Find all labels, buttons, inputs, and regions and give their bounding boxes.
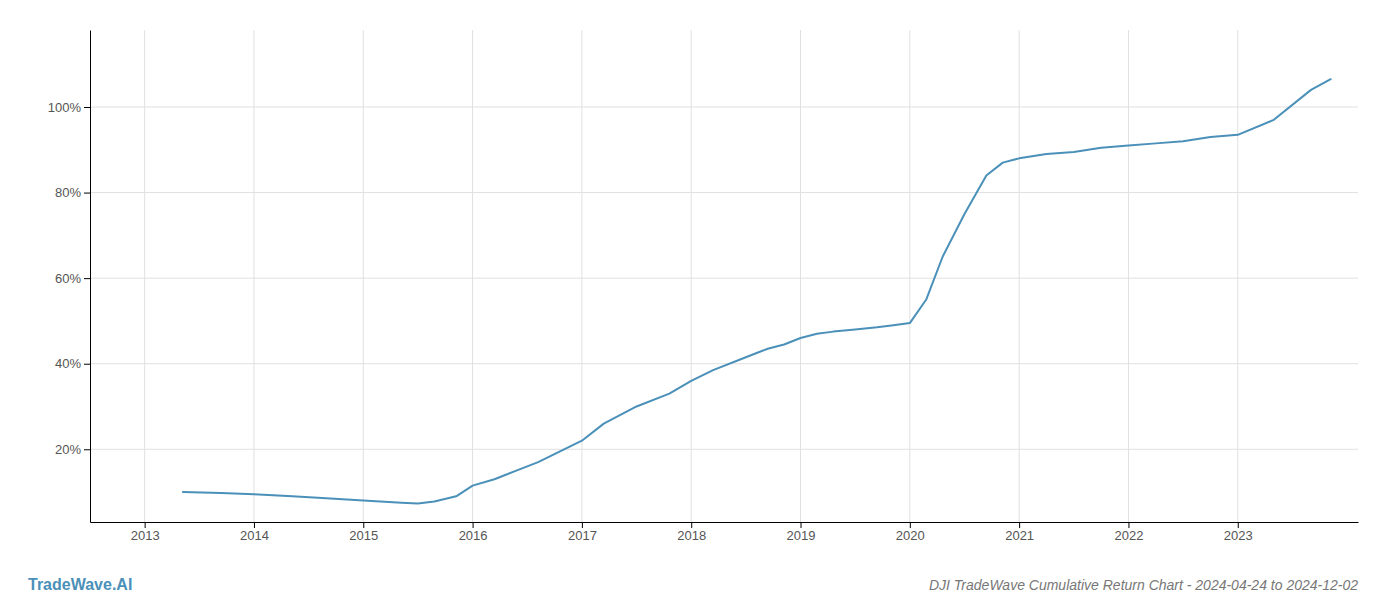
tick-label: 2020 <box>896 528 925 543</box>
tick-label: 2021 <box>1005 528 1034 543</box>
grid-line <box>90 363 1358 364</box>
tick: 2023 <box>1224 522 1253 543</box>
tick-label: 2016 <box>459 528 488 543</box>
tick: 60% <box>55 271 90 286</box>
tick: 2022 <box>1114 522 1143 543</box>
grid-line <box>1128 30 1129 522</box>
grid-line <box>472 30 473 522</box>
tick: 2013 <box>131 522 160 543</box>
grid-line <box>909 30 910 522</box>
annotation: TradeWave.AI <box>28 576 132 593</box>
tick-mark <box>84 449 90 450</box>
tick: 2017 <box>568 522 597 543</box>
tick-mark <box>1128 522 1129 528</box>
tick: 2016 <box>459 522 488 543</box>
tick-label: 2018 <box>677 528 706 543</box>
y-axis: 20% 40% 60% 80% 100% <box>48 31 91 523</box>
axis-line <box>90 31 91 523</box>
axis-line <box>91 522 1359 523</box>
grid-line <box>1019 30 1020 522</box>
tick-mark <box>910 522 911 528</box>
tick: 2014 <box>240 522 269 543</box>
tick: 2015 <box>349 522 378 543</box>
chart: 2013 2014 2015 2016 2017 2018 2019 2020 2021 2022… <box>0 0 1400 600</box>
tick-mark <box>582 522 583 528</box>
grid-line <box>90 107 1358 108</box>
tick-label: 2015 <box>349 528 378 543</box>
tick-mark <box>691 522 692 528</box>
tick-label: 20% <box>55 442 81 457</box>
tick-mark <box>84 193 90 194</box>
tick-mark <box>473 522 474 528</box>
tick: 2018 <box>677 522 706 543</box>
tick-mark <box>84 107 90 108</box>
tick-label: 2023 <box>1224 528 1253 543</box>
tick: 80% <box>55 185 90 200</box>
grid-line <box>90 449 1358 450</box>
tick-label: 100% <box>48 100 82 115</box>
grid-line <box>363 30 364 522</box>
marks <box>183 79 1331 503</box>
tick: 2020 <box>896 522 925 543</box>
grid-line <box>144 30 145 522</box>
tick: 20% <box>55 442 90 457</box>
title: DJI TradeWave Cumulative Return Chart - … <box>929 577 1358 593</box>
grid-line <box>691 30 692 522</box>
grid-line <box>253 30 254 522</box>
grid-line <box>90 278 1358 279</box>
tick-label: 2019 <box>787 528 816 543</box>
tick-mark <box>1238 522 1239 528</box>
tick-mark <box>254 522 255 528</box>
plot: 2013 2014 2015 2016 2017 2018 2019 2020 2021 2022… <box>48 30 1359 543</box>
grid <box>90 30 1358 522</box>
tick-mark <box>145 522 146 528</box>
tick-label: 2017 <box>568 528 597 543</box>
tick-mark <box>84 364 90 365</box>
tick: 2019 <box>787 522 816 543</box>
tick-mark <box>363 522 364 528</box>
tick-label: 80% <box>55 185 81 200</box>
grid-line <box>800 30 801 522</box>
tick-mark <box>801 522 802 528</box>
tick-mark <box>84 278 90 279</box>
tick-label: 2013 <box>131 528 160 543</box>
tick-mark <box>1019 522 1020 528</box>
x-axis: 2013 2014 2015 2016 2017 2018 2019 2020 2021 2022… <box>91 522 1359 543</box>
tick-label: 2022 <box>1114 528 1143 543</box>
tick-label: 60% <box>55 271 81 286</box>
grid-line <box>90 192 1358 193</box>
grid-line <box>581 30 582 522</box>
tick-label: 40% <box>55 356 81 371</box>
grid-line <box>1237 30 1238 522</box>
tick: 100% <box>48 100 90 115</box>
tick: 40% <box>55 356 90 371</box>
line <box>183 79 1331 503</box>
tick-label: 2014 <box>240 528 269 543</box>
tick: 2021 <box>1005 522 1034 543</box>
